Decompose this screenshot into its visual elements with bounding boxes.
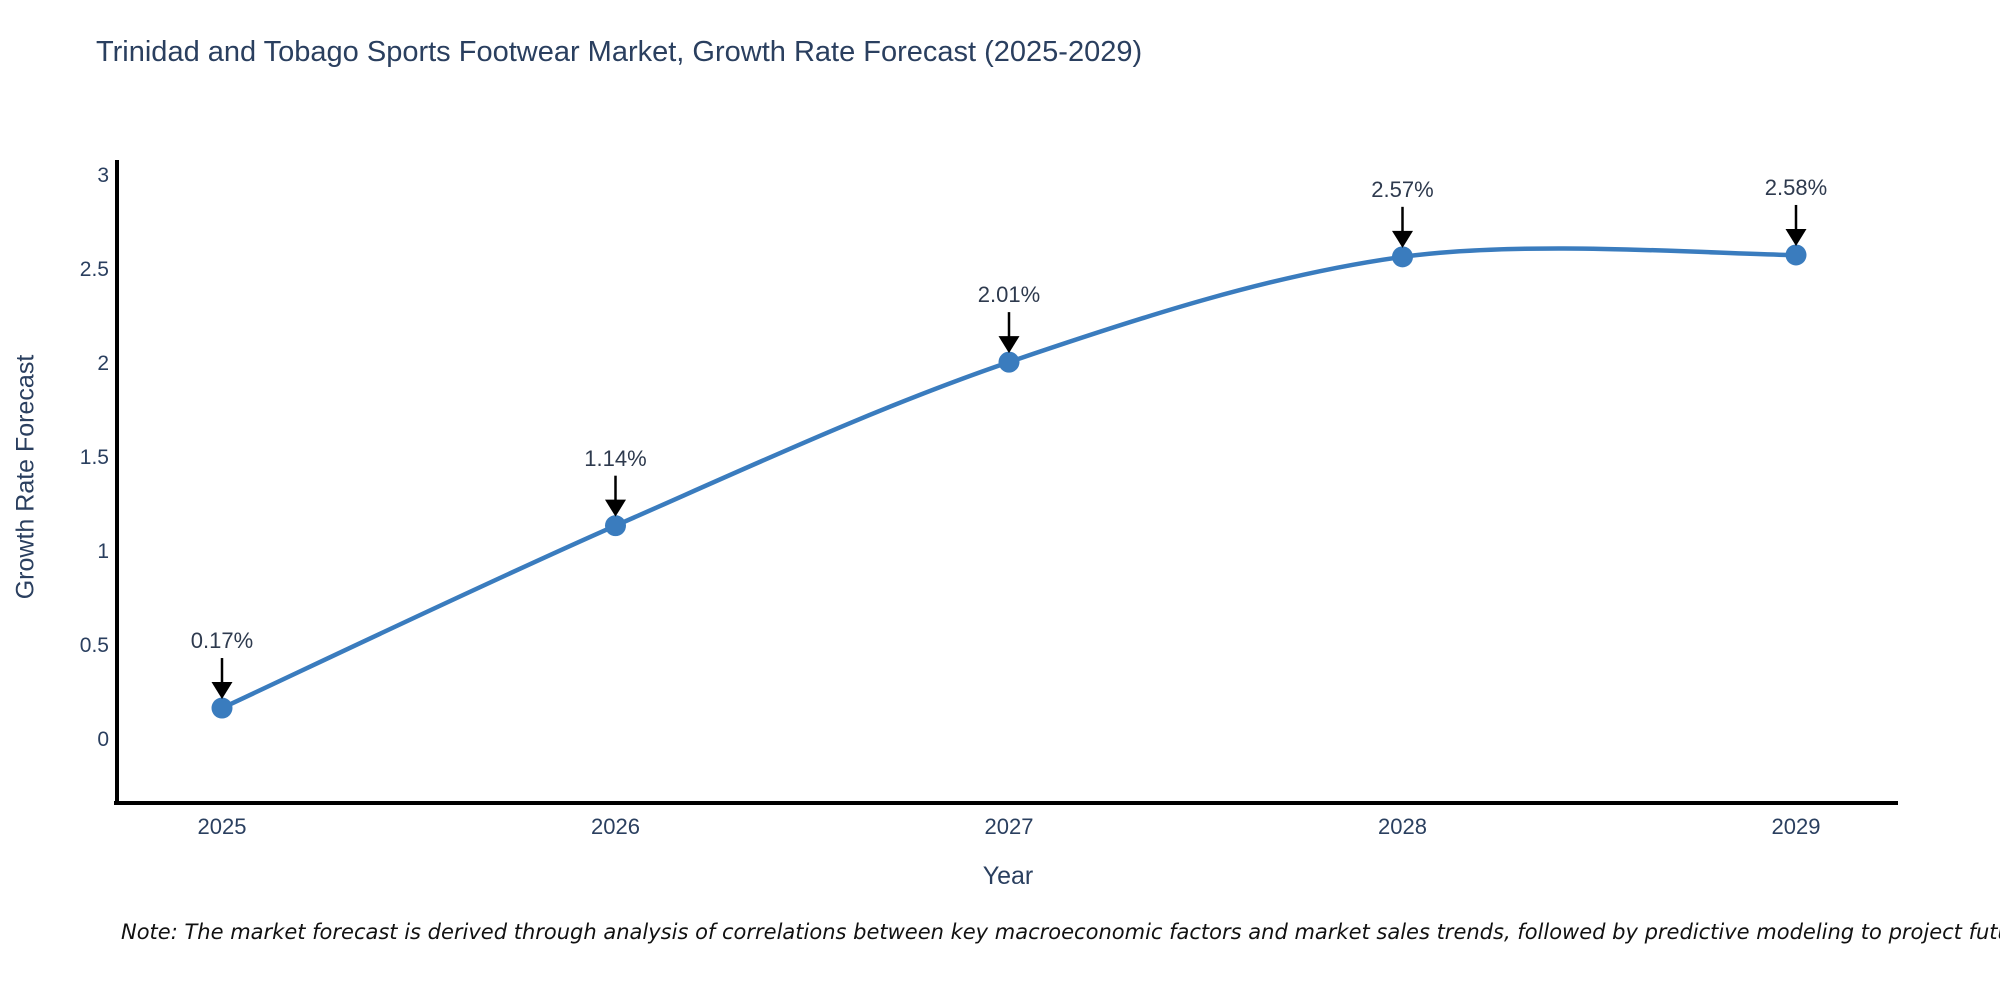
x-tick-label: 2025	[197, 814, 247, 839]
x-axis-title: Year	[982, 862, 1034, 890]
y-axis-title: Growth Rate Forecast	[11, 354, 40, 600]
annotation-arrow-head	[605, 499, 626, 517]
data-point-marker	[605, 515, 626, 537]
point-annotation: 2.58%	[1764, 174, 1828, 200]
footnote: Note: The market forecast is derived thr…	[121, 920, 2000, 944]
chart-title: Trinidad and Tobago Sports Footwear Mark…	[96, 36, 1143, 68]
annotation-arrow-head	[1392, 230, 1413, 248]
point-annotation: 2.01%	[977, 282, 1041, 308]
data-point-marker	[998, 351, 1020, 373]
y-tick-label: 2	[97, 352, 109, 375]
y-tick-label: 0	[97, 728, 109, 751]
data-point-marker	[1392, 246, 1413, 268]
y-tick-label: 3	[97, 164, 109, 187]
y-tick-label: 0.5	[79, 634, 109, 657]
annotation-arrow-head	[211, 682, 233, 700]
annotation-arrow-head	[998, 336, 1020, 354]
x-tick-label: 2026	[591, 814, 640, 839]
y-tick-label: 2.5	[79, 258, 109, 281]
x-tick-label: 2028	[1378, 814, 1427, 839]
y-tick-label: 1.5	[79, 446, 109, 469]
x-tick-label: 2027	[984, 814, 1034, 839]
y-tick-label: 1	[97, 540, 109, 563]
point-annotation: 0.17%	[190, 628, 254, 654]
x-tick-label: 2029	[1771, 814, 1821, 839]
data-point-marker	[1785, 244, 1807, 266]
point-annotation: 1.14%	[584, 445, 647, 471]
annotation-arrow-head	[1785, 228, 1807, 246]
data-point-marker	[211, 697, 233, 719]
point-annotation: 2.57%	[1371, 176, 1434, 202]
